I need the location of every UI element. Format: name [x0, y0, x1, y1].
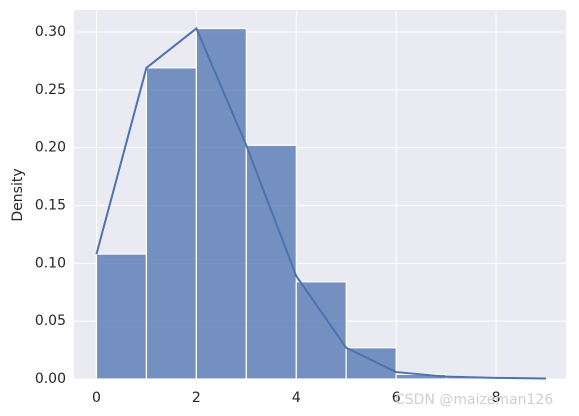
x-tick-label: 8: [492, 390, 501, 406]
bar: [145, 67, 197, 380]
density-line: [95, 26, 547, 380]
bar: [95, 253, 148, 380]
y-tick-label: 0.10: [35, 255, 66, 271]
bar: [345, 347, 397, 380]
bar: [295, 281, 347, 380]
x-tick-label: 6: [392, 390, 401, 406]
bar: [245, 144, 297, 380]
x-tick-label: 2: [192, 390, 201, 406]
y-tick-label: 0.05: [35, 313, 66, 329]
watermark: CSDN @maizeman126: [395, 392, 553, 408]
y-tick-label: 0.15: [35, 197, 66, 213]
y-axis-label: Density: [10, 168, 26, 221]
x-tick-label: 4: [292, 390, 301, 406]
y-tick-label: 0.20: [35, 140, 66, 156]
x-tick-label: 0: [92, 390, 101, 406]
y-tick-label: 0.00: [35, 371, 66, 387]
y-tick-label: 0.30: [35, 24, 66, 40]
y-tick-label: 0.25: [35, 82, 66, 98]
bar: [195, 27, 247, 380]
